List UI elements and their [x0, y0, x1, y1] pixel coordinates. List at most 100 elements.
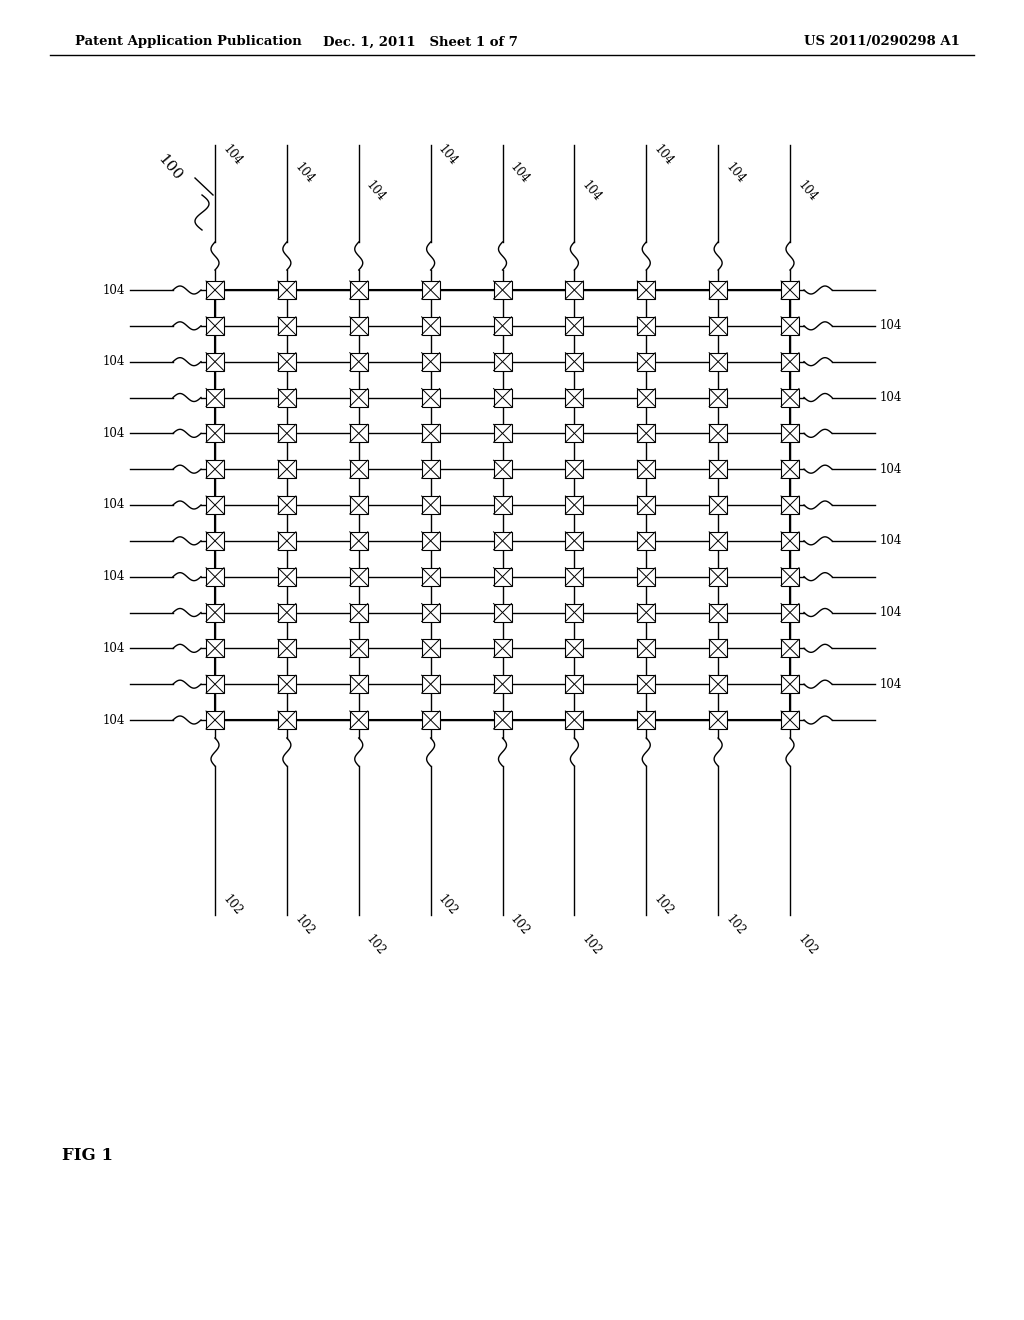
Bar — [278, 352, 296, 371]
Text: 104: 104 — [880, 606, 902, 619]
Bar — [710, 639, 727, 657]
Bar — [206, 675, 224, 693]
Bar — [710, 568, 727, 586]
Bar — [781, 317, 799, 335]
Text: 104: 104 — [435, 143, 460, 168]
Text: 102: 102 — [651, 892, 676, 917]
Bar — [710, 532, 727, 550]
Text: 104: 104 — [102, 570, 125, 583]
Bar — [350, 281, 368, 300]
Bar — [350, 603, 368, 622]
Bar — [710, 711, 727, 729]
Text: 104: 104 — [795, 178, 819, 203]
Text: 104: 104 — [102, 714, 125, 726]
Bar — [206, 603, 224, 622]
Bar — [781, 639, 799, 657]
Bar — [494, 568, 512, 586]
Text: 104: 104 — [880, 463, 902, 475]
Bar — [206, 532, 224, 550]
Bar — [710, 461, 727, 478]
Bar — [710, 603, 727, 622]
Bar — [637, 352, 655, 371]
Bar — [215, 290, 790, 719]
Bar — [781, 603, 799, 622]
Text: 104: 104 — [102, 426, 125, 440]
Bar — [637, 675, 655, 693]
Bar — [422, 388, 439, 407]
Text: 104: 104 — [508, 160, 531, 186]
Bar — [710, 317, 727, 335]
Bar — [422, 281, 439, 300]
Bar — [494, 424, 512, 442]
Bar — [494, 711, 512, 729]
Bar — [565, 388, 584, 407]
Text: 104: 104 — [364, 178, 388, 203]
Bar — [710, 424, 727, 442]
Bar — [710, 675, 727, 693]
Bar — [206, 496, 224, 513]
Bar — [494, 639, 512, 657]
Bar — [565, 424, 584, 442]
Bar — [781, 711, 799, 729]
Text: 104: 104 — [880, 391, 902, 404]
Bar — [278, 568, 296, 586]
Text: 104: 104 — [102, 642, 125, 655]
Bar — [637, 317, 655, 335]
Bar — [494, 496, 512, 513]
Bar — [422, 711, 439, 729]
Bar — [422, 461, 439, 478]
Bar — [350, 424, 368, 442]
Bar — [781, 424, 799, 442]
Bar — [710, 352, 727, 371]
Bar — [206, 711, 224, 729]
Text: US 2011/0290298 A1: US 2011/0290298 A1 — [804, 36, 961, 49]
Bar — [494, 388, 512, 407]
Text: 104: 104 — [880, 319, 902, 333]
Bar — [494, 675, 512, 693]
Bar — [781, 496, 799, 513]
Text: 104: 104 — [102, 355, 125, 368]
Bar — [494, 461, 512, 478]
Bar — [206, 317, 224, 335]
Text: 104: 104 — [880, 677, 902, 690]
Bar — [350, 711, 368, 729]
Bar — [350, 675, 368, 693]
Text: 104: 104 — [102, 499, 125, 511]
Text: 104: 104 — [880, 535, 902, 548]
Bar — [422, 424, 439, 442]
Bar — [278, 424, 296, 442]
Bar — [565, 281, 584, 300]
Text: 102: 102 — [723, 912, 748, 937]
Bar — [781, 388, 799, 407]
Bar — [494, 352, 512, 371]
Bar — [350, 317, 368, 335]
Bar — [637, 568, 655, 586]
Bar — [278, 532, 296, 550]
Bar — [350, 496, 368, 513]
Bar — [278, 711, 296, 729]
Bar — [565, 532, 584, 550]
Bar — [206, 352, 224, 371]
Bar — [422, 317, 439, 335]
Text: 104: 104 — [102, 284, 125, 297]
Bar — [350, 388, 368, 407]
Bar — [637, 388, 655, 407]
Bar — [350, 461, 368, 478]
Bar — [637, 603, 655, 622]
Bar — [710, 388, 727, 407]
Bar — [565, 675, 584, 693]
Bar — [422, 675, 439, 693]
Bar — [422, 639, 439, 657]
Bar — [278, 639, 296, 657]
Text: 104: 104 — [580, 178, 604, 203]
Bar — [494, 532, 512, 550]
Bar — [278, 496, 296, 513]
Bar — [350, 568, 368, 586]
Text: 104: 104 — [292, 160, 316, 186]
Bar — [206, 568, 224, 586]
Bar — [781, 532, 799, 550]
Text: 104: 104 — [723, 160, 748, 186]
Bar — [422, 352, 439, 371]
Text: Patent Application Publication: Patent Application Publication — [75, 36, 302, 49]
Bar — [350, 532, 368, 550]
